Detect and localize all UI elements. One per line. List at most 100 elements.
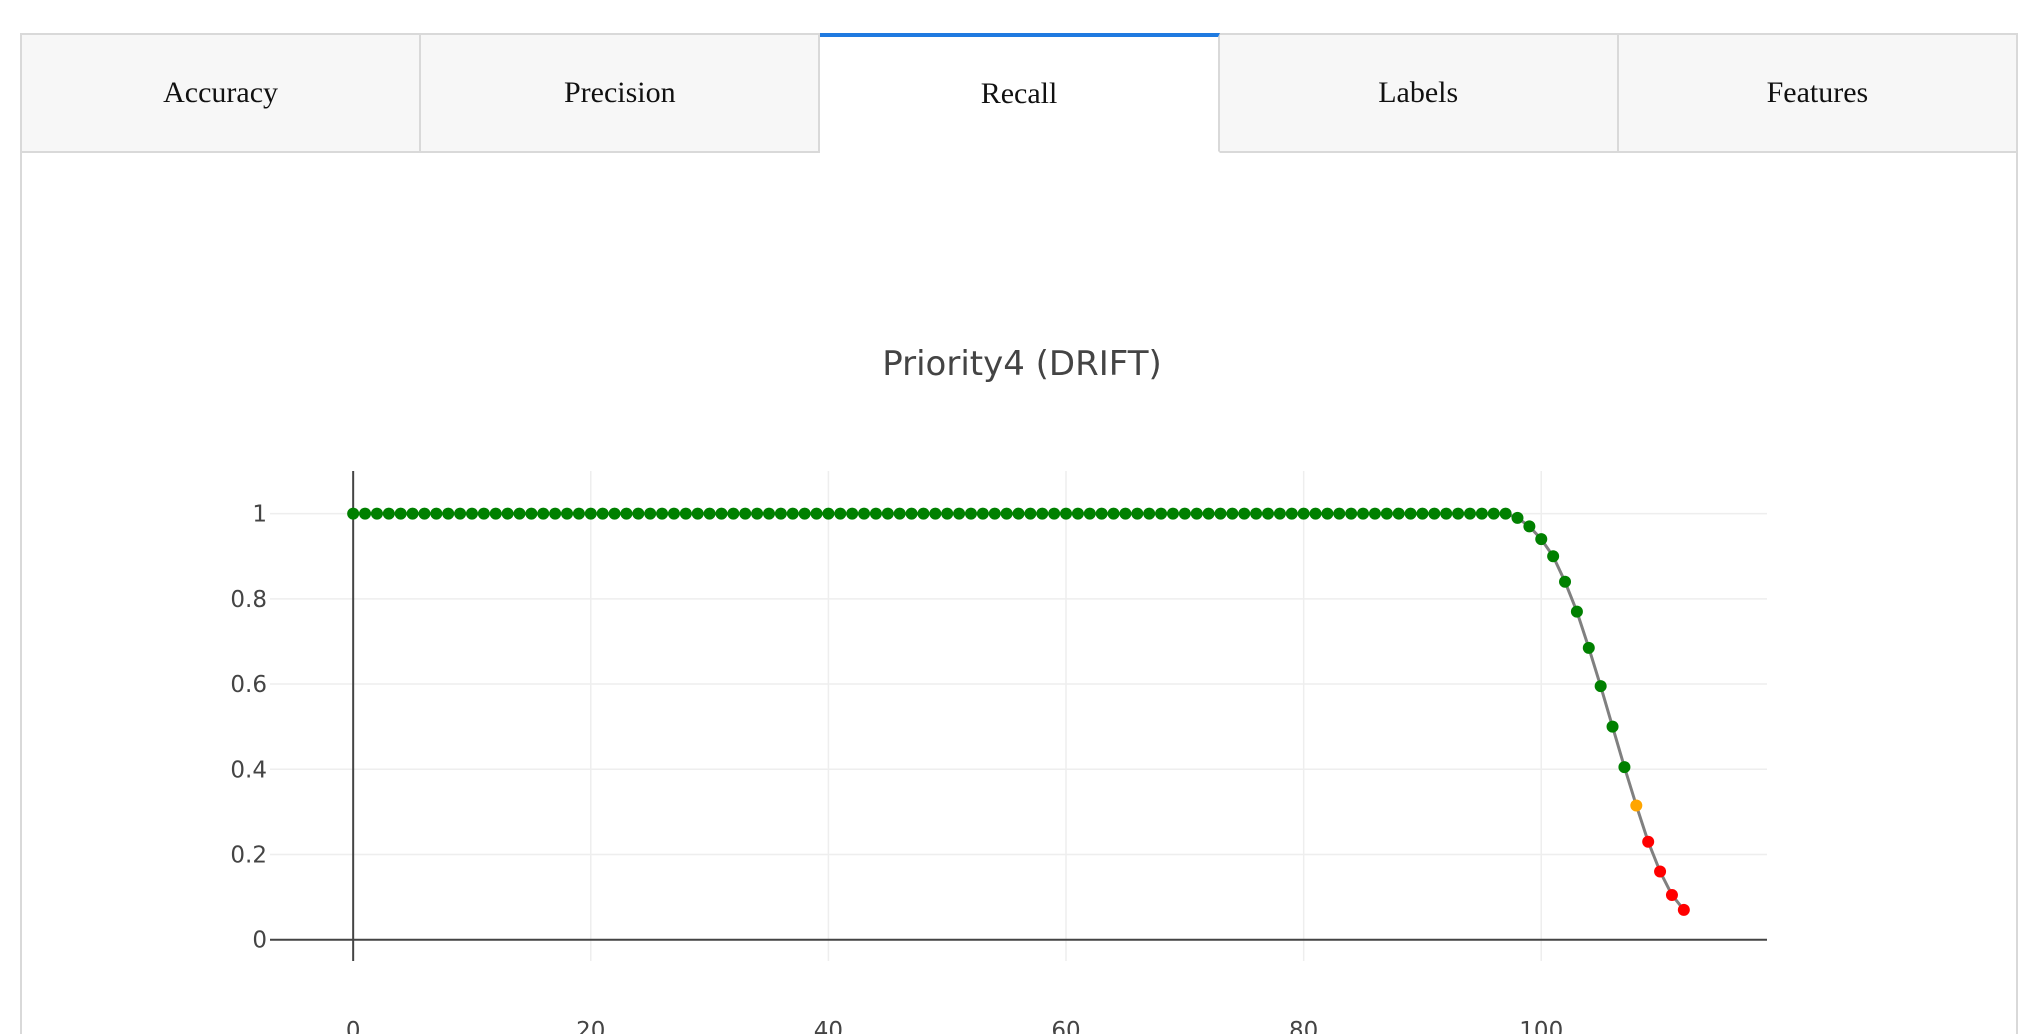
recall-point bbox=[1630, 799, 1643, 812]
chart-series bbox=[347, 507, 1690, 916]
recall-point bbox=[1416, 507, 1429, 520]
recall-point bbox=[774, 507, 787, 520]
recall-point bbox=[572, 507, 585, 520]
recall-point bbox=[1060, 507, 1073, 520]
recall-point bbox=[929, 507, 942, 520]
recall-point bbox=[489, 507, 502, 520]
recall-point bbox=[465, 507, 478, 520]
recall-point bbox=[941, 507, 954, 520]
recall-point bbox=[382, 507, 395, 520]
y-tick-label: 0.4 bbox=[230, 757, 267, 783]
recall-point bbox=[406, 507, 419, 520]
recall-point bbox=[1036, 507, 1049, 520]
recall-point bbox=[430, 507, 443, 520]
recall-point bbox=[1475, 507, 1488, 520]
tab-labels[interactable]: Labels bbox=[1219, 33, 1619, 153]
recall-point bbox=[798, 507, 811, 520]
recall-point bbox=[905, 507, 918, 520]
x-tick-label: 20 bbox=[576, 1018, 605, 1034]
recall-series-line bbox=[353, 512, 1686, 911]
recall-point bbox=[608, 507, 621, 520]
recall-point bbox=[1547, 550, 1560, 563]
recall-point bbox=[1665, 888, 1678, 901]
x-tick-label: 40 bbox=[814, 1018, 843, 1034]
recall-point bbox=[822, 507, 835, 520]
recall-point bbox=[644, 507, 657, 520]
recall-point bbox=[1143, 507, 1156, 520]
recall-chart[interactable]: Priority4 (DRIFT) 0 20 40 60 80 100 0 0.2 0.4 0.6… bbox=[22, 153, 2016, 1034]
recall-point bbox=[1570, 605, 1583, 618]
recall-point bbox=[632, 507, 645, 520]
recall-point bbox=[667, 507, 680, 520]
recall-point bbox=[1095, 507, 1108, 520]
recall-point bbox=[1250, 507, 1263, 520]
recall-point bbox=[1511, 511, 1524, 524]
recall-point bbox=[953, 507, 966, 520]
recall-point bbox=[584, 507, 597, 520]
recall-point bbox=[1618, 761, 1631, 774]
recall-point bbox=[1535, 533, 1548, 546]
recall-point bbox=[1357, 507, 1370, 520]
tab-accuracy[interactable]: Accuracy bbox=[22, 33, 422, 153]
recall-point bbox=[1499, 507, 1512, 520]
tab-recall[interactable]: Recall bbox=[820, 33, 1220, 153]
tab-features[interactable]: Features bbox=[1618, 33, 2017, 153]
recall-point bbox=[1642, 835, 1655, 848]
recall-point bbox=[976, 507, 989, 520]
recall-point bbox=[917, 507, 930, 520]
recall-point bbox=[1463, 507, 1476, 520]
recall-point bbox=[549, 507, 562, 520]
recall-point bbox=[1285, 507, 1298, 520]
recall-point bbox=[1226, 507, 1239, 520]
recall-point bbox=[454, 507, 467, 520]
dashboard-container: Accuracy Precision Recall Labels Feature… bbox=[20, 33, 2018, 1034]
recall-point bbox=[1155, 507, 1168, 520]
recall-point bbox=[525, 507, 538, 520]
x-tick-label: 80 bbox=[1289, 1018, 1318, 1034]
recall-point bbox=[501, 507, 514, 520]
recall-point bbox=[1131, 507, 1144, 520]
recall-point bbox=[881, 507, 894, 520]
recall-point bbox=[1202, 507, 1215, 520]
recall-point bbox=[1262, 507, 1274, 520]
recall-point bbox=[869, 507, 882, 520]
y-tick-label: 0.6 bbox=[230, 672, 267, 698]
recall-point bbox=[359, 507, 372, 520]
recall-point bbox=[1309, 507, 1322, 520]
recall-point bbox=[1582, 641, 1595, 654]
tab-precision[interactable]: Precision bbox=[421, 33, 821, 153]
recall-point bbox=[858, 507, 871, 520]
recall-point bbox=[1297, 507, 1310, 520]
recall-point bbox=[846, 507, 859, 520]
recall-point bbox=[1368, 507, 1381, 520]
recall-point bbox=[347, 507, 360, 520]
recall-point bbox=[370, 507, 383, 520]
recall-point bbox=[1071, 507, 1084, 520]
recall-point bbox=[1606, 720, 1619, 733]
recall-point bbox=[1487, 507, 1500, 520]
recall-point bbox=[1190, 507, 1203, 520]
recall-point bbox=[1440, 507, 1453, 520]
recall-point bbox=[691, 507, 704, 520]
recall-point bbox=[1119, 507, 1132, 520]
recall-point bbox=[1024, 507, 1037, 520]
recall-point bbox=[893, 507, 906, 520]
recall-point bbox=[1083, 507, 1096, 520]
tab-precision-label: Precision bbox=[563, 76, 676, 109]
recall-point bbox=[1012, 507, 1025, 520]
tab-recall-label: Recall bbox=[980, 77, 1058, 110]
recall-point bbox=[1428, 507, 1441, 520]
recall-point bbox=[834, 507, 847, 520]
recall-point bbox=[394, 507, 407, 520]
chart-panel: Priority4 (DRIFT) 0 20 40 60 80 100 0 0.2 0.4 0.6… bbox=[22, 153, 2016, 1034]
recall-point bbox=[1273, 507, 1286, 520]
chart-axes bbox=[270, 471, 1767, 961]
recall-point bbox=[1345, 507, 1358, 520]
recall-point bbox=[1380, 507, 1393, 520]
recall-point bbox=[1107, 507, 1120, 520]
recall-point bbox=[656, 507, 669, 520]
metric-tab-bar: Accuracy Precision Recall Labels Feature… bbox=[22, 33, 2017, 153]
chart-tick-labels: 0 20 40 60 80 100 0 0.2 0.4 0.6 0.8 1 bbox=[230, 502, 1563, 1034]
recall-point bbox=[786, 507, 799, 520]
recall-point bbox=[596, 507, 609, 520]
